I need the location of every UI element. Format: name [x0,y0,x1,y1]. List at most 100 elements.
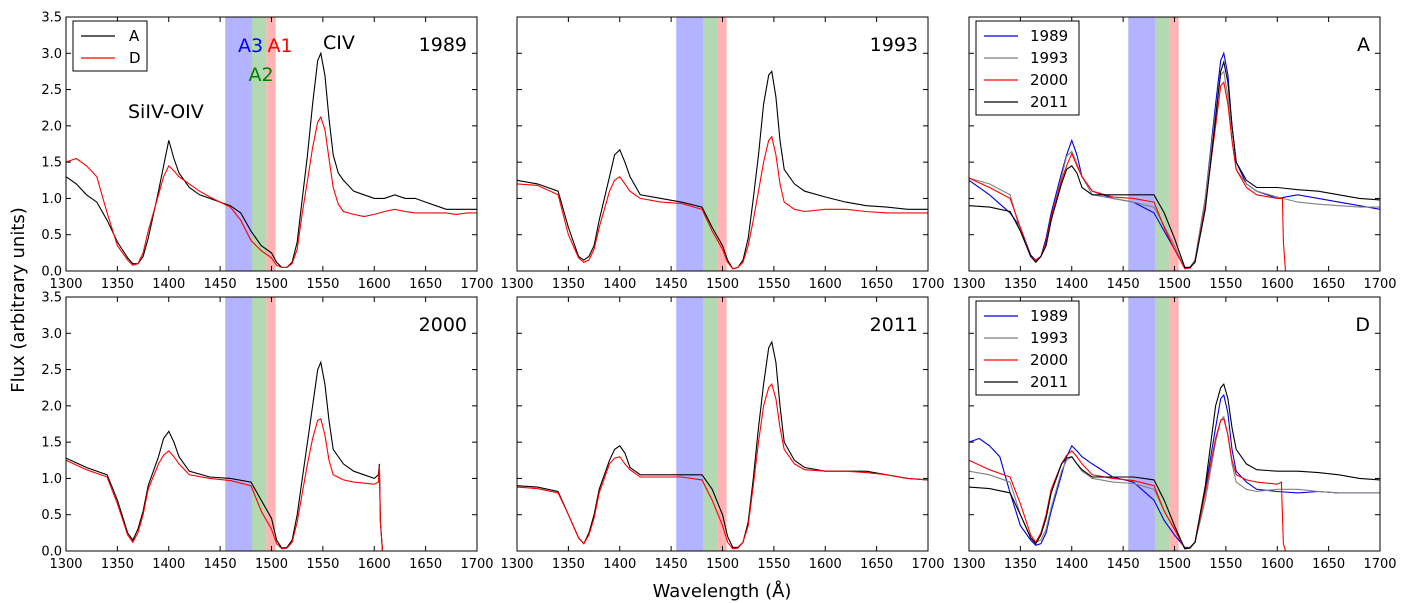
x-tick-label: 1400 [152,557,185,572]
series-group [66,360,477,551]
panel-A: 1300 1350 1400 1450 1500 1550 1600 1650 1700 A 198… [952,16,1397,292]
x-tick-label: 1700 [911,557,944,572]
x-tick-label: 1500 [255,277,288,292]
x-tick-label: 1350 [101,557,134,572]
band-A3 [1128,17,1155,271]
band-A1 [266,17,276,271]
series-line-2011 [969,59,1380,268]
y-axis-title: Flux (arbitrary units) [8,207,29,393]
y-tick-label: 2.0 [41,119,62,134]
legend-label-2000: 2000 [1030,71,1068,89]
y-tick-label: 3.0 [41,327,62,342]
band-A3 [225,17,252,271]
panel-label: 1989 [419,34,467,56]
x-tick-label: 1450 [1107,277,1140,292]
legend-label-2011: 2011 [1030,93,1068,111]
series-line-A [66,360,477,551]
x-tick-label: 1300 [49,557,82,572]
y-tick-label: 3.0 [41,47,62,62]
x-tick-label: 1300 [952,557,985,572]
x-tick-label: 1550 [757,557,790,572]
y-tick-label: 3.5 [41,291,62,306]
series-line-A [517,70,928,270]
y-tick-label: 0.5 [41,228,62,243]
legend-label-1993: 1993 [1030,329,1068,347]
band-A1 [1169,297,1179,551]
x-tick-label: 1500 [706,557,739,572]
y-tick-label: 2.5 [41,83,62,98]
x-tick-label: 1600 [809,557,842,572]
band-A2 [702,17,718,271]
x-tick-label: 1700 [460,277,493,292]
band-A2 [1154,17,1170,271]
x-tick-label: 1550 [1209,277,1242,292]
series-line-D [66,418,477,551]
x-tick-label: 1650 [1312,557,1345,572]
series-line-A [517,340,928,548]
y-tick-label: 2.5 [41,363,62,378]
panel-label: 2000 [419,314,467,336]
legend-label-A: A [129,27,140,45]
x-tick-label: 1700 [1363,277,1396,292]
band-A2 [251,17,267,271]
panel-D: 1300 1350 1400 1450 1500 1550 1600 1650 1700 D 198… [952,296,1397,572]
panel-label: D [1355,314,1370,336]
series-group [517,70,928,270]
x-tick-label: 1500 [1158,557,1191,572]
legend-label-2011: 2011 [1030,373,1068,391]
band-A3 [1128,297,1155,551]
x-tick-label: 1500 [1158,277,1191,292]
x-tick-label: 1650 [860,277,893,292]
y-tick-label: 0.0 [41,545,62,560]
x-tick-label: 1650 [1312,277,1345,292]
legend: 1989 1993 2000 2011 [975,300,1080,396]
x-tick-label: 1450 [1107,557,1140,572]
x-tick-label: 1450 [655,557,688,572]
x-tick-label: 1400 [152,277,185,292]
legend-box [72,20,148,72]
x-tick-label: 1400 [1055,557,1088,572]
x-tick-label: 1600 [1261,277,1294,292]
x-tick-label: 1300 [952,277,985,292]
x-tick-label: 1600 [1261,557,1294,572]
panel-2000: 1300 1350 1400 1450 1500 1550 1600 1650 1700 0.0 0… [41,291,493,573]
x-tick-label: 1450 [204,557,237,572]
y-tick-label: 1.5 [41,156,62,171]
series-group [969,382,1380,551]
y-tick-label: 3.5 [41,11,62,26]
x-tick-label: 1600 [809,277,842,292]
panel-1989: 1300 1350 1400 1450 1500 1550 1600 1650 1700 0.0 0… [41,11,493,293]
band-A1 [717,17,727,271]
y-tick-label: 0.0 [41,265,62,280]
band-A2 [251,297,267,551]
x-tick-label: 1700 [911,277,944,292]
x-tick-label: 1400 [1055,277,1088,292]
x-tick-label: 1350 [1004,277,1037,292]
annotation-SiIV-OIV: SiIV-OIV [128,101,204,123]
x-tick-label: 1550 [757,277,790,292]
x-axis-title: Wavelength (Å) [653,580,792,602]
panels-group: 1300 1350 1400 1450 1500 1550 1600 1650 1700 0.0 0… [41,11,1396,573]
panel-2011: 1300 1350 1400 1450 1500 1550 1600 1650 1700 2011 [500,296,945,572]
x-tick-label: 1400 [603,277,636,292]
x-tick-label: 1600 [358,557,391,572]
series-line-2011 [969,382,1380,550]
x-tick-label: 1650 [860,557,893,572]
x-tick-label: 1350 [1004,557,1037,572]
x-tick-label: 1550 [1209,557,1242,572]
series-group [969,51,1380,271]
band-A3 [676,297,703,551]
x-tick-label: 1450 [204,277,237,292]
legend-label-1989: 1989 [1030,307,1068,325]
band-A3 [676,17,703,271]
y-tick-label: 0.5 [41,508,62,523]
band-A2 [702,297,718,551]
y-tick-label: 1.0 [41,192,62,207]
x-tick-label: 1450 [655,277,688,292]
band-A1 [266,297,276,551]
legend-label-1993: 1993 [1030,49,1068,67]
panel-label: A [1357,34,1370,56]
series-line-D [66,115,477,268]
x-tick-label: 1300 [500,557,533,572]
